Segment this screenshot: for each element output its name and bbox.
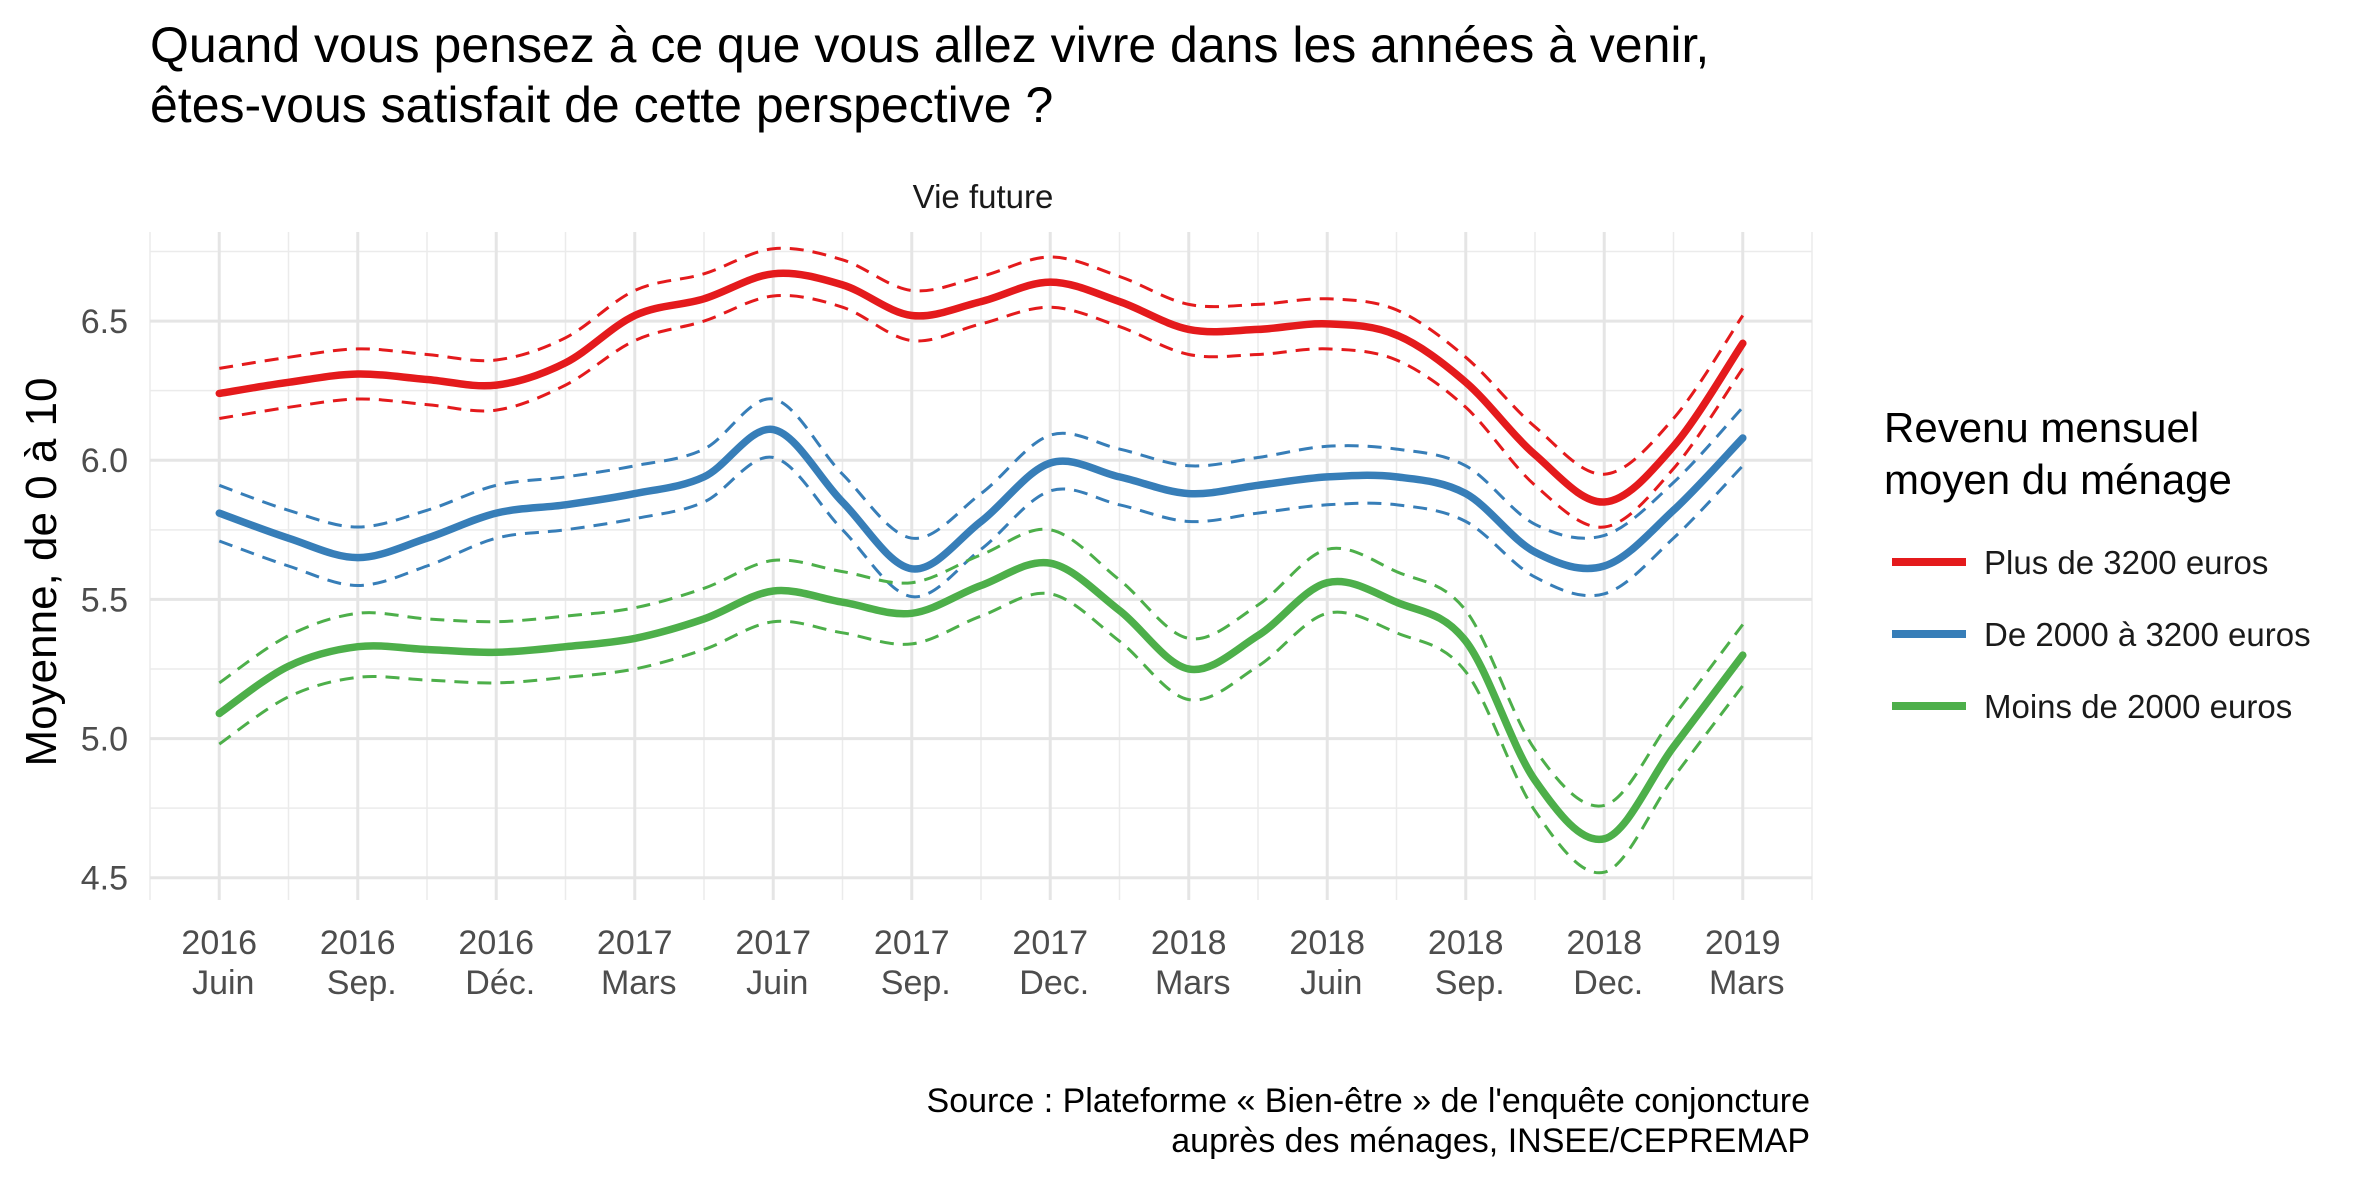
series-0-upper-bound <box>219 246 1745 476</box>
x-tick-label-month: Juin <box>192 964 254 1002</box>
series-lines <box>215 269 1747 844</box>
x-tick-label-year: 2017 <box>735 924 811 962</box>
series-1-upper-bound <box>218 397 1744 540</box>
x-tick-label-month: Dec. <box>1019 964 1089 1002</box>
chart-title: Quand vous pensez à ce que vous allez vi… <box>150 17 1709 133</box>
y-tick-label: 6.0 <box>81 442 128 480</box>
x-tick-label-year: 2017 <box>597 924 673 962</box>
legend-label-0: Plus de 3200 euros <box>1984 544 2268 581</box>
x-tick-label-year: 2016 <box>320 924 396 962</box>
y-axis-title: Moyenne, de 0 à 10 <box>17 378 66 767</box>
x-tick-label-month: Déc. <box>465 964 535 1002</box>
series-0-line <box>215 269 1747 506</box>
series-1-line <box>215 425 1747 573</box>
legend-title-line-1: Revenu mensuel <box>1884 404 2199 451</box>
x-tick-label-month: Sep. <box>1435 964 1505 1002</box>
legend-label-1: De 2000 à 3200 euros <box>1984 616 2311 653</box>
x-tick-label-year: 2018 <box>1289 924 1365 962</box>
x-tick-label-year: 2018 <box>1566 924 1642 962</box>
legend-label-2: Moins de 2000 euros <box>1984 688 2292 725</box>
x-tick-label-month: Sep. <box>327 964 397 1002</box>
x-tick-label-month: Mars <box>601 964 677 1002</box>
y-tick-label: 5.5 <box>81 581 128 619</box>
x-tick-label-year: 2017 <box>1012 924 1088 962</box>
gridlines <box>149 232 1813 900</box>
x-tick-label-year: 2018 <box>1151 924 1227 962</box>
legend-title-line-2: moyen du ménage <box>1884 456 2232 503</box>
x-tick-label-month: Dec. <box>1573 964 1643 1002</box>
x-tick-label-year: 2018 <box>1428 924 1504 962</box>
legend-items: Plus de 3200 euros De 2000 à 3200 euros Mo… <box>1892 544 2311 725</box>
x-tick-label-year: 2019 <box>1705 924 1781 962</box>
title-line-1: Quand vous pensez à ce que vous allez vi… <box>150 17 1709 73</box>
title-line-2: êtes-vous satisfait de cette perspective… <box>150 77 1053 133</box>
series-2-line <box>215 558 1747 844</box>
x-tick-label-month: Mars <box>1709 964 1785 1002</box>
confidence-bands <box>218 246 1745 875</box>
x-tick-label-year: 2016 <box>458 924 534 962</box>
x-axis-tick-labels: 2016Juin2016Sep.2016Déc.2017Mars2017Juin… <box>181 924 1784 1002</box>
series-0-lower-bound <box>219 294 1745 529</box>
series-2-upper-bound <box>218 527 1744 808</box>
x-tick-label-month: Juin <box>746 964 808 1002</box>
caption: Source : Plateforme « Bien-être » de l'e… <box>927 1082 1810 1160</box>
caption-line-2: auprès des ménages, INSEE/CEPREMAP <box>1171 1122 1810 1160</box>
y-axis-tick-labels: 4.5 5.0 5.5 6.0 6.5 <box>81 303 128 898</box>
x-tick-label-month: Juin <box>1300 964 1362 1002</box>
x-tick-label-month: Sep. <box>881 964 951 1002</box>
series-1-lower-bound <box>218 455 1744 599</box>
chart-subtitle: Vie future <box>913 178 1054 215</box>
y-tick-label: 4.5 <box>81 860 128 898</box>
x-tick-label-year: 2017 <box>874 924 950 962</box>
caption-line-1: Source : Plateforme « Bien-être » de l'e… <box>927 1082 1810 1120</box>
x-tick-label-month: Mars <box>1155 964 1231 1002</box>
y-tick-label: 5.0 <box>81 721 128 759</box>
series-2-lower-bound <box>218 591 1744 875</box>
legend: Revenu mensuel moyen du ménage Plus de 3… <box>1884 404 2311 725</box>
y-tick-label: 6.5 <box>81 303 128 341</box>
x-tick-label-year: 2016 <box>181 924 257 962</box>
